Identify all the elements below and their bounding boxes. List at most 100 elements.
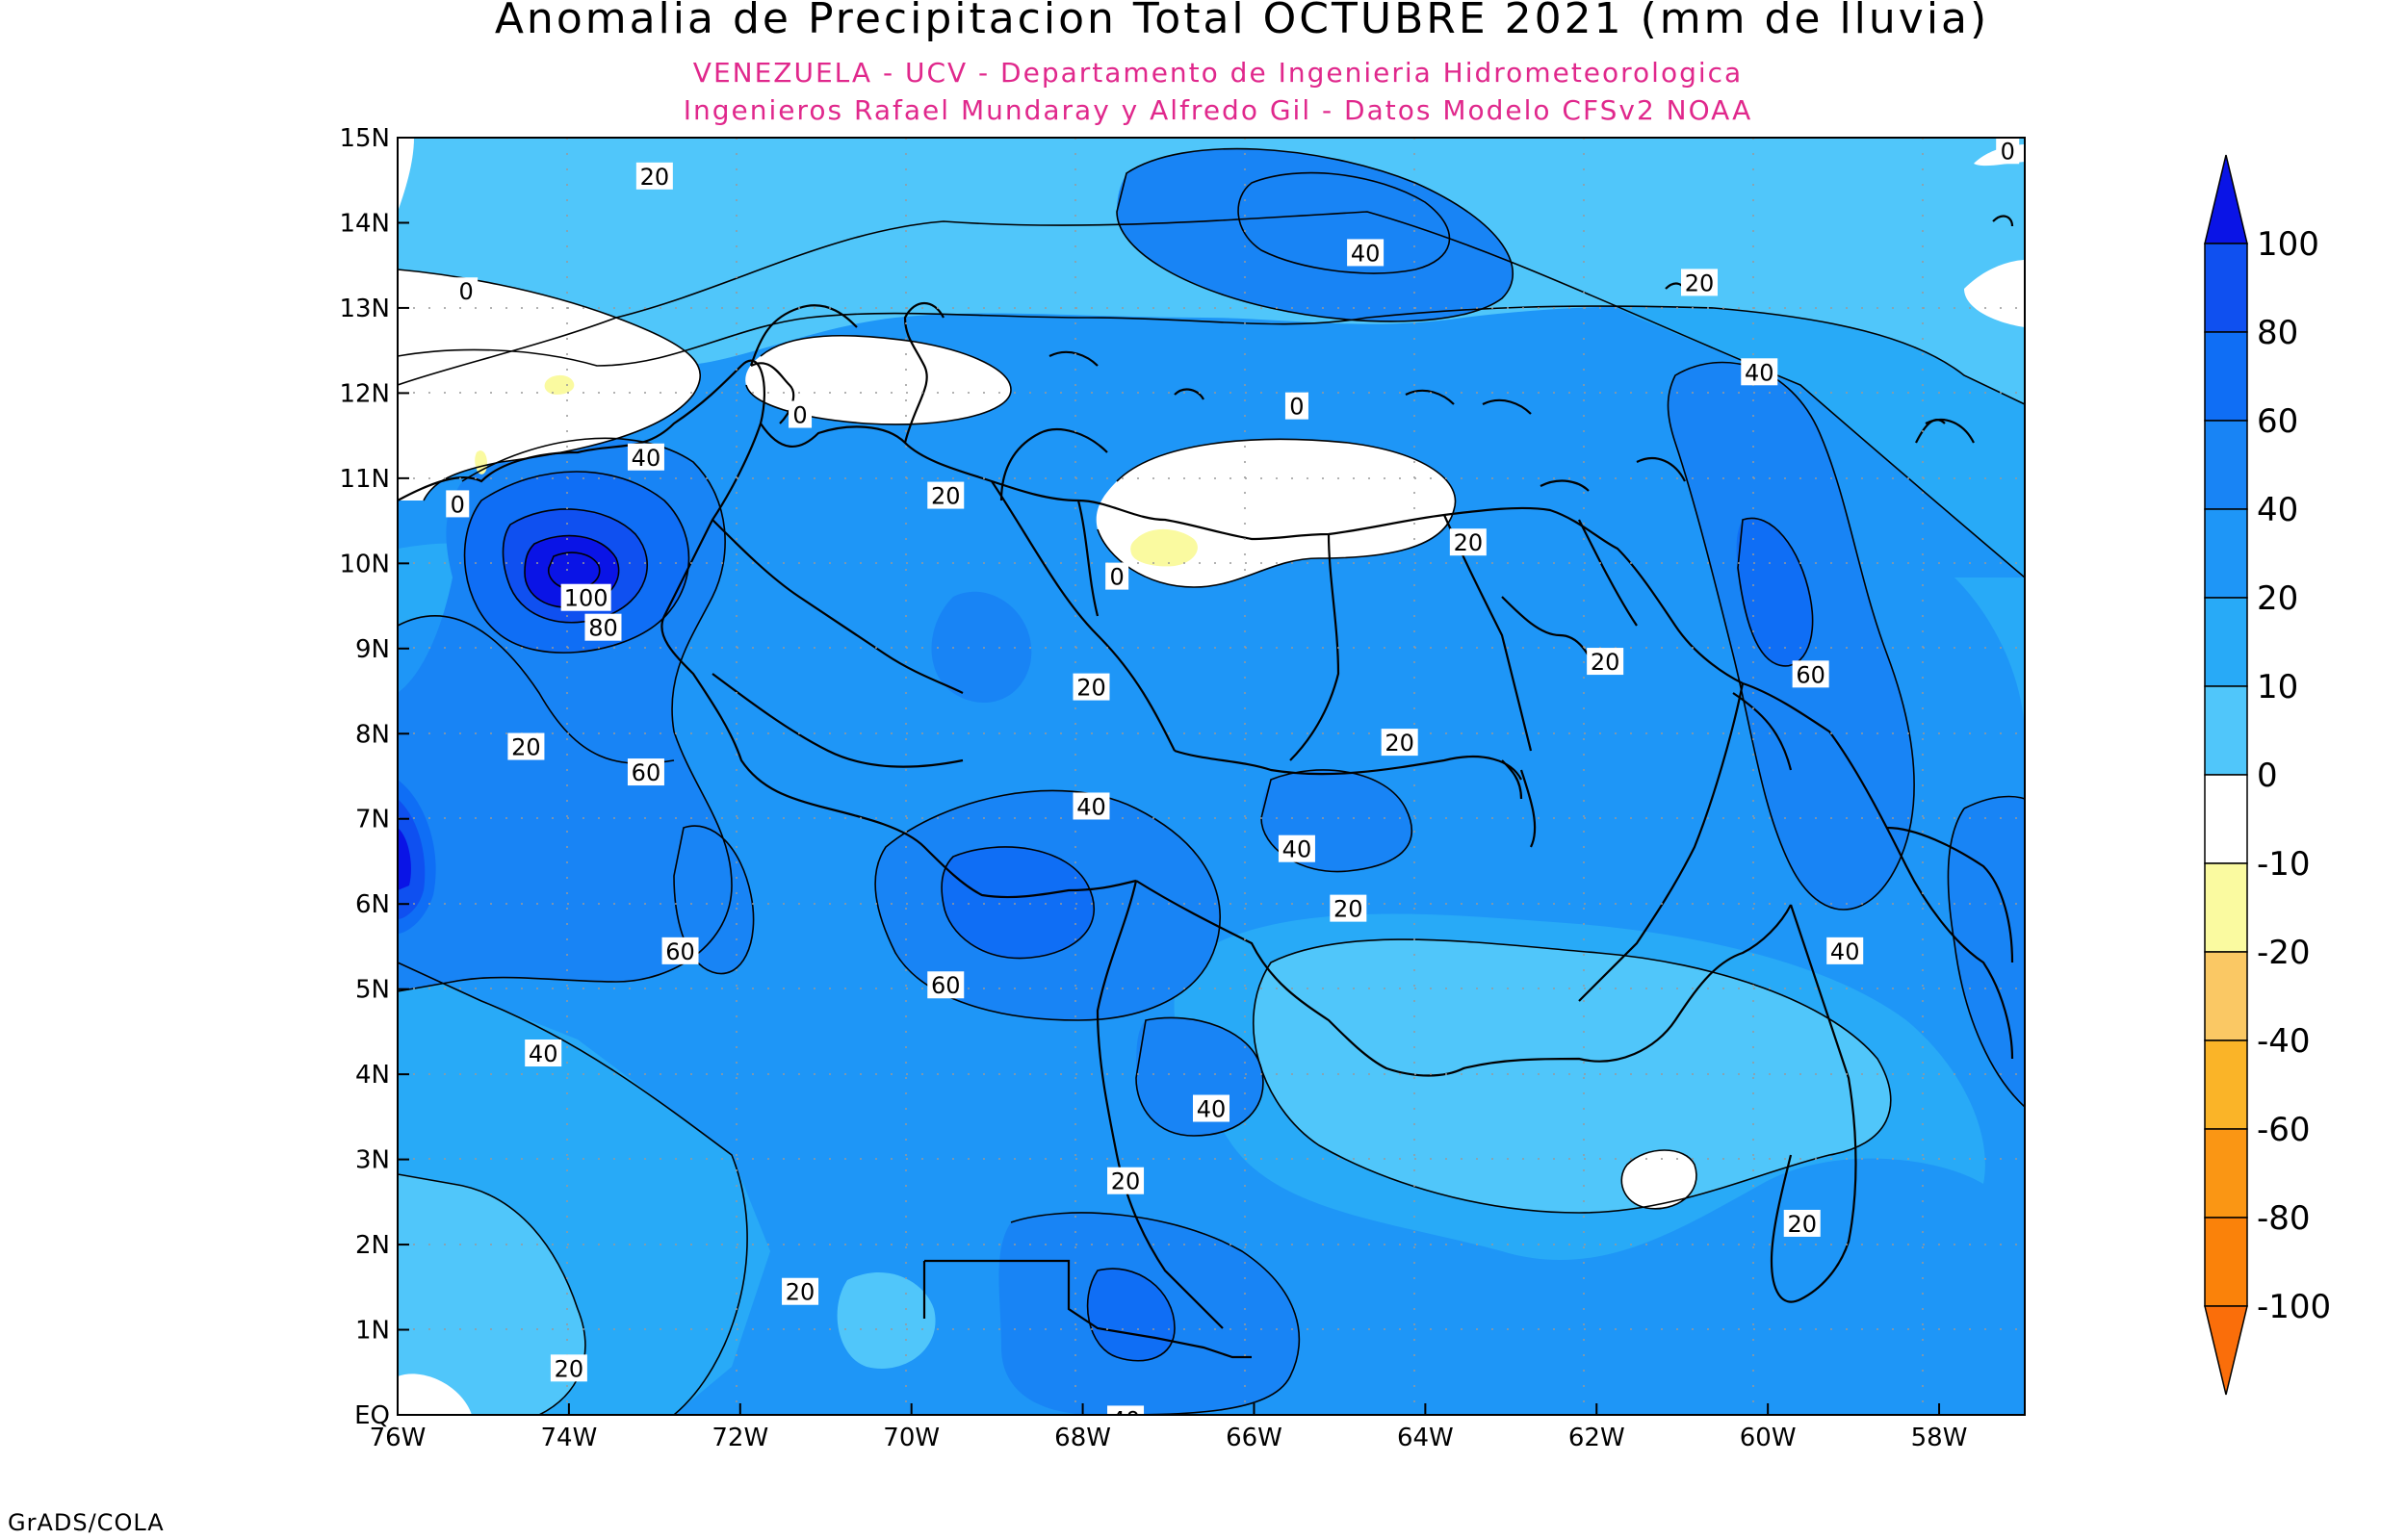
contour-label: 40 — [1197, 1096, 1227, 1123]
lat-tick-label: 6N — [355, 890, 390, 919]
contour-label: 20 — [931, 483, 961, 510]
colorbar-label: -40 — [2257, 1022, 2311, 1061]
lon-tick-label: 74W — [540, 1424, 597, 1452]
latitude-axis: 15N 14N 13N 12N 11N 10N 9N 8N 7N 6N 5N 4N 3N 2N 1N EQ — [339, 124, 409, 1430]
contour-label-bg — [927, 481, 965, 509]
contour-label-bg — [661, 937, 699, 964]
lat-tick-label: EQ — [354, 1401, 390, 1430]
colorbar-segment — [2204, 508, 2248, 599]
lat-tick-label: 3N — [355, 1146, 390, 1175]
contour-label-bg — [627, 443, 664, 471]
lat-tick-label: 5N — [355, 976, 390, 1005]
contour-label: 20 — [1787, 1211, 1817, 1238]
contour-label-bg — [1073, 673, 1110, 701]
colorbar-segment — [2204, 1217, 2248, 1307]
lat-tick-label: 13N — [339, 295, 390, 323]
lat-tick-label: 1N — [355, 1317, 390, 1346]
lat-tick-label: 12N — [339, 379, 390, 408]
contour-label: 40 — [632, 445, 661, 472]
contour-label-bg — [1826, 937, 1864, 964]
contour-label: 40 — [529, 1040, 558, 1067]
contour-label: 40 — [1351, 240, 1381, 267]
lat-tick-label: 10N — [339, 550, 390, 578]
contour-label-bg — [1587, 648, 1624, 676]
contour-label-bg — [789, 400, 813, 428]
field-band-minus10-minus20 — [475, 374, 1198, 567]
contour-label: 20 — [1454, 529, 1484, 556]
contour-label: 60 — [1796, 661, 1825, 688]
colorbar-segment — [2204, 951, 2248, 1041]
contour-label: 40 — [1076, 793, 1106, 820]
colorbar-segment — [2204, 597, 2248, 687]
contour-label: 0 — [792, 402, 807, 429]
lat-tick-label: 11N — [339, 465, 390, 494]
contour-label-bg — [454, 277, 479, 305]
colorbar-label: 0 — [2257, 757, 2278, 795]
contour-label-bg — [1107, 1167, 1145, 1194]
contour-label: 40 — [1745, 359, 1774, 386]
contour-label-bg — [507, 732, 545, 760]
colorbar-label: 10 — [2257, 668, 2298, 706]
lon-tick-label: 64W — [1397, 1424, 1454, 1452]
contour-label-bg — [782, 1277, 819, 1305]
contour-label: 0 — [2001, 138, 2015, 165]
contour-label: 60 — [665, 938, 695, 965]
contour-label: 20 — [1111, 1168, 1141, 1195]
coastlines-borders — [398, 215, 2014, 1359]
contour-label: 20 — [1333, 896, 1363, 923]
contour-label-bg — [446, 490, 470, 518]
contour-label: 0 — [1289, 394, 1304, 421]
contour-label-bg — [1105, 562, 1129, 590]
graticule — [398, 138, 2025, 1415]
contour-label-bg — [1996, 138, 2020, 165]
contour-label: 20 — [1385, 730, 1414, 757]
contour-label-bg — [1449, 528, 1487, 556]
longitude-axis: 76W 74W 72W 70W 68W 66W 64W 62W 60W 58W — [370, 1403, 1968, 1452]
contour-label-bg — [1278, 834, 1315, 862]
map-title: Anomalia de Precipitacion Total OCTUBRE … — [495, 0, 1989, 43]
colorbar-segment — [2204, 243, 2248, 333]
colorbar-label: -80 — [2257, 1199, 2311, 1238]
contour-label: 0 — [459, 278, 474, 305]
colorbar-label: -60 — [2257, 1111, 2311, 1149]
colorbar-segment — [2204, 1040, 2248, 1130]
contour-label-bg — [525, 1040, 562, 1067]
contour-label: 40 — [1282, 836, 1312, 863]
contour-label-bg — [550, 1354, 587, 1382]
colorbar-segment — [2204, 862, 2248, 953]
map-subtitle-line2: Ingenieros Rafael Mundaray y Alfredo Gil… — [684, 94, 1752, 126]
colorbar-segment — [2204, 331, 2248, 422]
contour-label-bg — [1330, 894, 1367, 922]
map-subtitle-line1: VENEZUELA - UCV - Departamento de Ingeni… — [693, 57, 1743, 89]
contour-label-bg — [584, 613, 622, 641]
contour-label: 20 — [786, 1279, 815, 1306]
colorbar-label: 100 — [2257, 225, 2319, 264]
contour-labels: 20 40 0 0 20 40 0 0 40 0 20 20 0 100 80 20 60 20 20 20 60 40 4… — [446, 138, 2020, 1415]
field-band-40-60 — [398, 148, 2025, 1415]
colorbar-label: -20 — [2257, 934, 2311, 972]
lat-tick-label: 14N — [339, 209, 390, 238]
colorbar-label: 60 — [2257, 402, 2298, 441]
contour-label: 0 — [1110, 564, 1125, 591]
lat-tick-label: 8N — [355, 720, 390, 749]
colorbar-segment — [2204, 1128, 2248, 1219]
lon-tick-label: 70W — [883, 1424, 940, 1452]
contour-label-bg — [1381, 729, 1418, 757]
contour-lines — [398, 147, 2025, 1415]
contour-label: 80 — [588, 615, 618, 642]
contour-label-bg — [560, 583, 611, 611]
lat-tick-label: 7N — [355, 806, 390, 834]
lon-tick-label: 58W — [1911, 1424, 1968, 1452]
lat-tick-label: 15N — [339, 124, 390, 153]
contour-label-bg — [1741, 358, 1778, 386]
lon-tick-label: 60W — [1740, 1424, 1797, 1452]
lon-tick-label: 76W — [370, 1424, 427, 1452]
contour-label-bg — [1792, 660, 1829, 688]
contour-label: 20 — [640, 164, 670, 191]
colorbar-label: 40 — [2257, 491, 2298, 529]
colorbar-label: 20 — [2257, 579, 2298, 618]
colorbar-segment — [2204, 685, 2248, 776]
lon-tick-label: 72W — [712, 1424, 768, 1452]
colorbar-min-arrow — [2204, 1305, 2248, 1396]
